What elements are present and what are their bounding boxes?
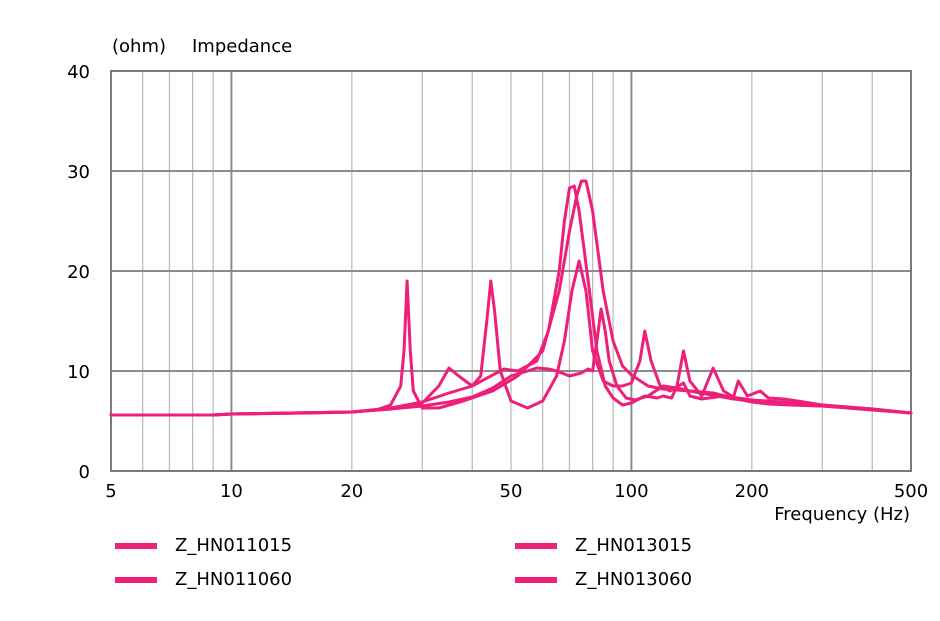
series-line-z-hn013060 xyxy=(109,307,913,417)
y-axis-title: (ohm) xyxy=(112,36,166,57)
legend-label: Z_HN013060 xyxy=(575,569,693,590)
y-tick-label: 0 xyxy=(79,462,90,483)
legend-item-z-hn013015: Z_HN013015 xyxy=(515,535,692,556)
tick-layer: 5 10 20 50 100 200 500 0 10 20 30 40 xyxy=(67,62,928,502)
legend-swatch xyxy=(515,542,557,549)
legend-swatch xyxy=(115,576,157,583)
x-tick-label: 50 xyxy=(500,481,523,502)
x-tick-label: 10 xyxy=(220,481,243,502)
legend-item-z-hn013060: Z_HN013060 xyxy=(515,569,692,590)
x-axis-title: Frequency (Hz) xyxy=(774,504,910,525)
chart-title: Impedance xyxy=(192,36,292,57)
x-tick-label: 5 xyxy=(105,481,116,502)
series-line-z-hn011060 xyxy=(109,259,913,417)
y-tick-label: 10 xyxy=(67,362,90,383)
x-tick-label: 500 xyxy=(894,481,928,502)
y-tick-label: 30 xyxy=(67,162,90,183)
x-tick-label: 200 xyxy=(735,481,769,502)
series-layer xyxy=(109,179,913,417)
x-tick-label: 20 xyxy=(340,481,363,502)
legend-label: Z_HN011015 xyxy=(175,535,293,556)
plot-frame xyxy=(110,70,912,472)
legend-label: Z_HN011060 xyxy=(175,569,293,590)
y-tick-label: 20 xyxy=(67,262,90,283)
legend-item-z-hn011060: Z_HN011060 xyxy=(115,569,292,590)
grid xyxy=(110,70,912,472)
legend-item-z-hn011015: Z_HN011015 xyxy=(115,535,292,556)
x-tick-label: 100 xyxy=(614,481,648,502)
legend-label: Z_HN013015 xyxy=(575,535,693,556)
series-line-z-hn013015 xyxy=(109,184,913,417)
y-tick-label: 40 xyxy=(67,62,90,83)
legend-swatch xyxy=(515,576,557,583)
legend-swatch xyxy=(115,542,157,549)
